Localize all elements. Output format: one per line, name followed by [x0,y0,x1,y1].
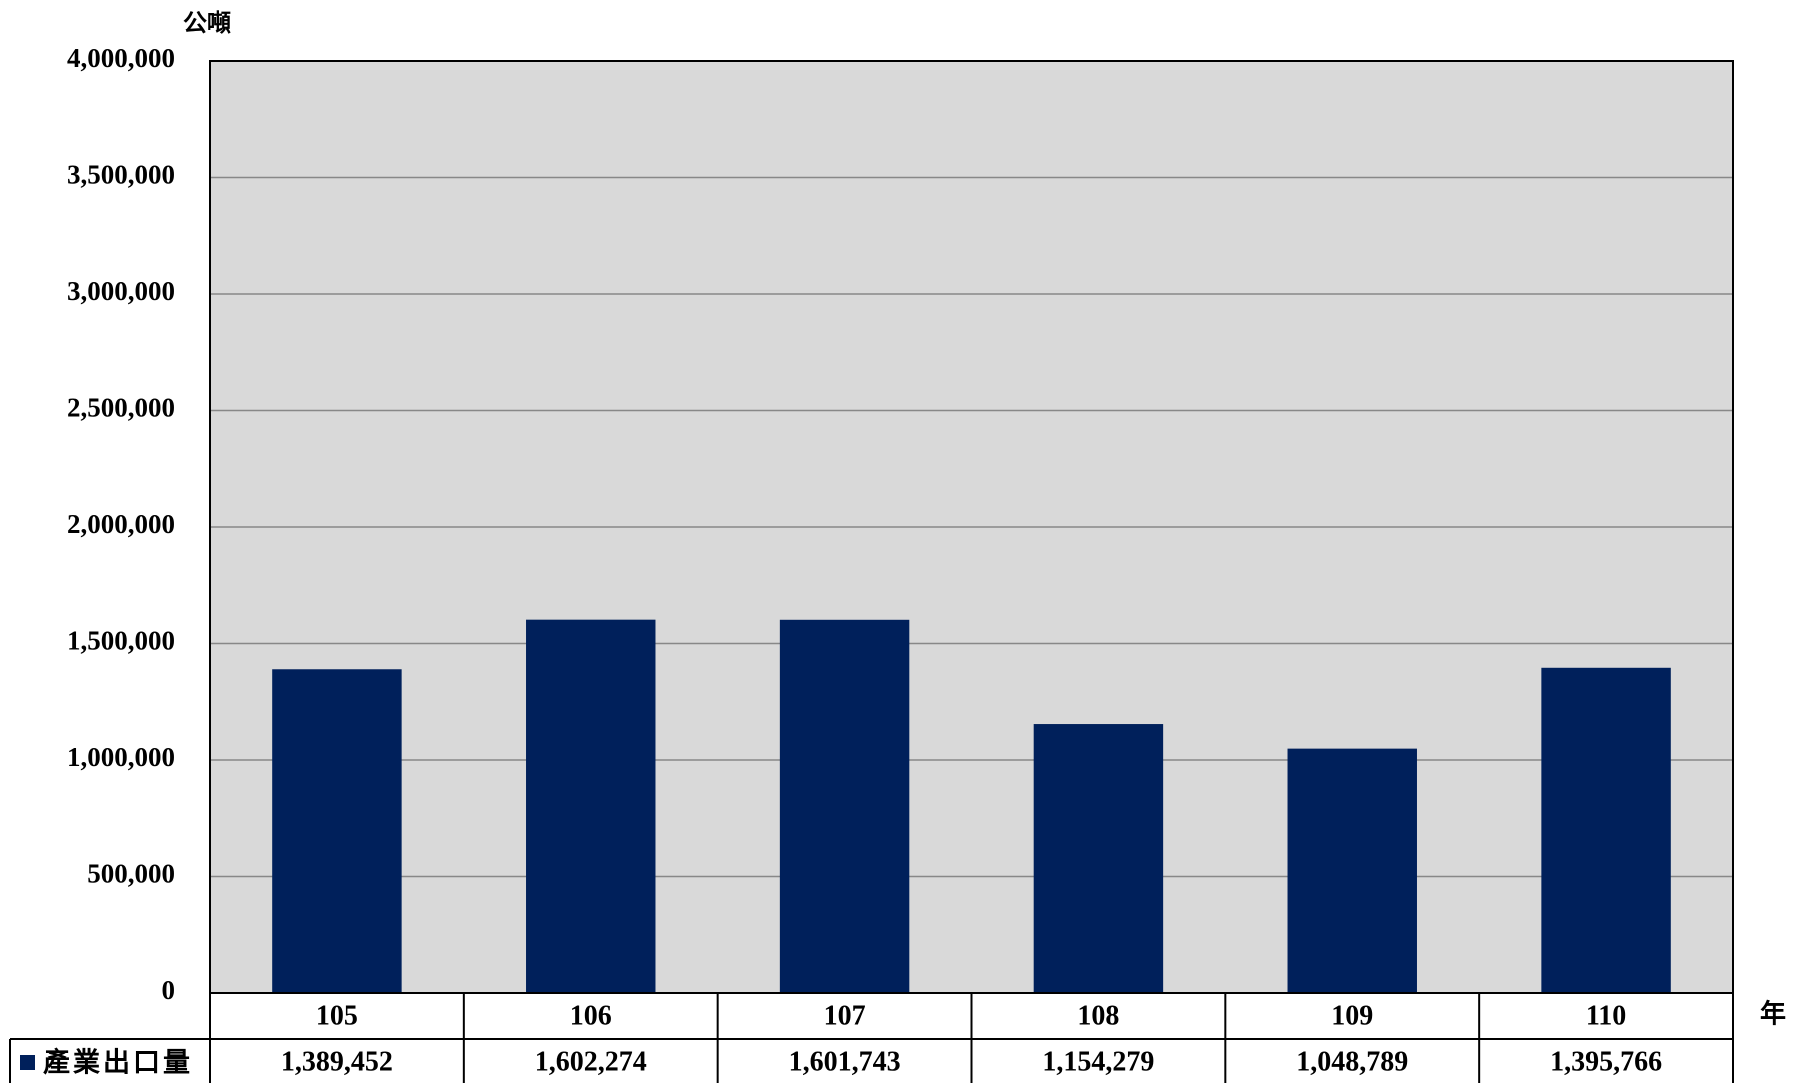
y-tick-labels: 0 500,000 1,000,000 1,500,000 2,000,000 2,500… [67,43,175,1005]
data-label: 1,389,452 [281,1046,393,1077]
data-label: 1,154,279 [1042,1046,1154,1077]
legend-swatch [20,1055,35,1070]
data-label: 1,048,789 [1296,1046,1408,1077]
data-table: 產業出口量 105 1,389,452 106 1,602,274 107 1,601,7… [9,993,1734,1086]
y-tick-label: 0 [162,975,176,1005]
data-label: 1,395,766 [1550,1046,1662,1077]
y-tick-label: 2,500,000 [67,393,175,423]
legend-series-name: 產業出口量 [43,1047,193,1079]
gridlines [210,176,1733,878]
bar-110 [1541,667,1671,993]
data-label: 1,602,274 [535,1046,647,1077]
x-tick-label: 106 [570,1000,612,1031]
x-axis-unit-label: 年 [1760,999,1786,1030]
y-tick-label: 1,500,000 [67,626,175,656]
y-tick-label: 3,000,000 [67,276,175,306]
bar-108 [1033,724,1164,993]
bar-106 [526,619,656,993]
x-tick-label: 105 [316,1000,358,1031]
y-tick-label: 2,000,000 [67,509,175,539]
x-tick-label: 110 [1586,1000,1626,1031]
data-label: 1,601,743 [789,1046,901,1077]
y-tick-label: 500,000 [87,859,175,889]
x-tick-label: 109 [1331,1000,1373,1031]
y-tick-label: 4,000,000 [67,43,175,73]
y-tick-label: 1,000,000 [67,742,175,772]
y-axis-unit-label: 公噸 [183,9,231,37]
x-tick-label: 107 [824,1000,866,1031]
bar-109 [1287,748,1417,993]
bar-105 [272,669,402,993]
bar-series [272,619,1671,993]
bar-107 [779,619,910,993]
y-tick-label: 3,500,000 [67,160,175,190]
x-tick-label: 108 [1077,1000,1119,1031]
